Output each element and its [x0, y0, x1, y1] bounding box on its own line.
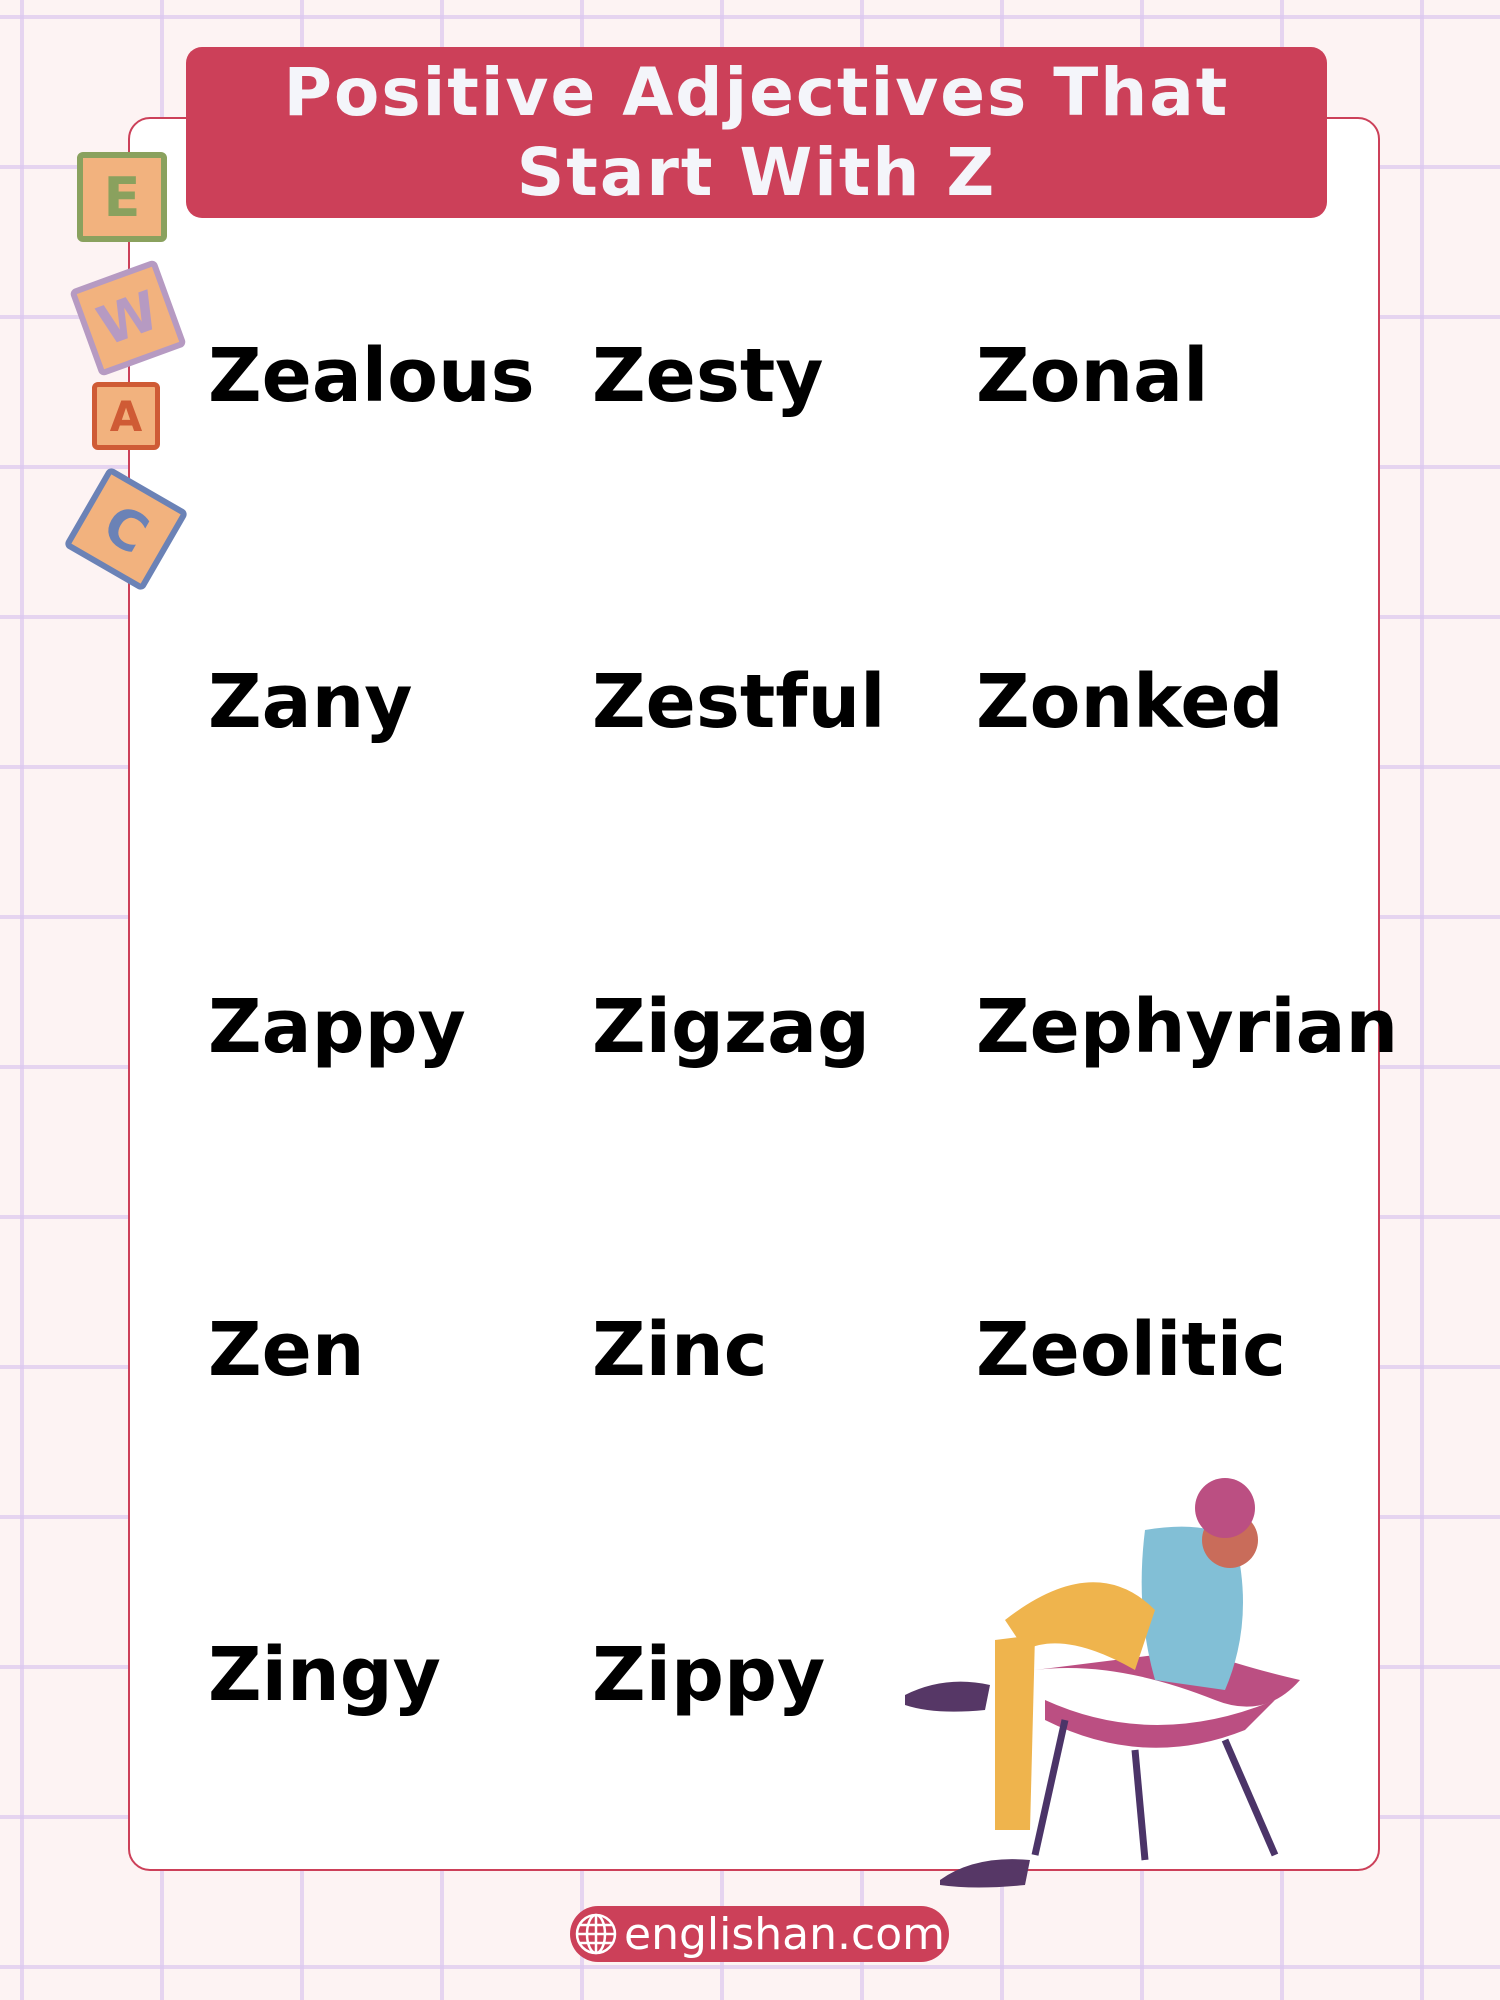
title-banner: Positive Adjectives That Start With Z [186, 47, 1327, 218]
relaxing-person-illustration [905, 1478, 1300, 1888]
adjective-word: Zestful [592, 659, 886, 745]
adjective-word: Zesty [592, 333, 824, 419]
website-url: englishan.com [624, 1908, 945, 1960]
adjective-word: Zen [208, 1307, 365, 1393]
adjective-word: Zinc [592, 1307, 768, 1393]
adjective-word: Zingy [208, 1632, 441, 1718]
title-line-2: Start With Z [516, 133, 997, 211]
adjective-word: Zappy [208, 984, 466, 1070]
adjective-word: Zonked [976, 659, 1284, 745]
adjective-word: Zealous [208, 333, 535, 419]
adjective-word: Zippy [592, 1632, 826, 1718]
adjective-word: Zephyrian [976, 984, 1399, 1070]
website-link-badge[interactable]: englishan.com [570, 1906, 949, 1962]
adjective-word: Zany [208, 659, 413, 745]
letter-block-a: A [92, 382, 160, 450]
adjective-word: Zigzag [592, 984, 870, 1070]
adjective-word: Zeolitic [976, 1307, 1287, 1393]
title-line-1: Positive Adjectives That [283, 53, 1230, 131]
letter-block-e: E [77, 152, 167, 242]
adjective-word: Zonal [976, 333, 1209, 419]
globe-icon [575, 1913, 617, 1955]
